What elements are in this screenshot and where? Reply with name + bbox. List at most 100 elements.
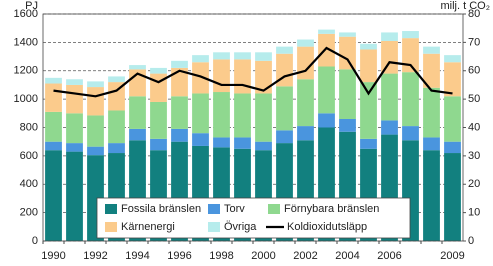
bar-segment [171,128,188,142]
x-tick-label: 1998 [209,250,233,262]
legend-swatch [268,204,280,214]
bar-segment [213,59,230,93]
legend-box [96,197,411,239]
bar-segment [66,84,83,114]
bar-segment [150,67,167,74]
bar-segment [108,110,125,144]
bar-segment [171,96,188,129]
bar-segment [150,138,167,151]
legend-swatch [208,204,220,214]
bar-segment [297,79,314,127]
bar-segment [87,87,104,116]
bar-segment [402,126,419,141]
bar-segment [297,126,314,141]
bar-segment [129,128,146,141]
x-tick-label: 1994 [125,250,149,262]
bar-segment [108,143,125,154]
legend-label: Torv [224,203,245,215]
y-tick-label: 200 [20,207,38,219]
x-tick-label: 1996 [167,250,191,262]
x-tick-label: 2000 [251,250,275,262]
bar-segment [66,151,83,241]
line [53,46,453,98]
bar-segment [192,133,209,146]
bar-segment [339,36,356,70]
y2-tick-label: 80 [468,8,480,20]
bar-segment [339,32,356,37]
bar-segment [234,59,251,94]
bar-segment [87,115,104,147]
bar-segment [276,46,293,54]
bar-segment [297,39,314,47]
bar-segment [255,93,272,142]
bar-segment [213,92,230,138]
y2-tick-label: 30 [468,150,480,162]
bar-segment [402,72,419,127]
bar-segment [45,141,62,151]
y-tick-label: 800 [20,121,38,133]
y-tick-label: 1600 [14,8,38,20]
legend-swatch [208,222,220,232]
bar-segment [318,113,335,128]
y2-axis-label: milj. t CO₂ [441,0,491,12]
bar-segment [423,53,440,88]
bar-segment [276,130,293,144]
bar-segment [318,66,335,114]
bar-segment [45,111,62,142]
bar-segment [339,118,356,132]
legend-label: Förnybara bränslen [284,203,379,215]
bar-segment [129,65,146,70]
bar-segment [192,62,209,94]
bar-segment [234,93,251,138]
bar-segment [423,150,440,241]
bar-segment [150,101,167,139]
bar-segment [192,93,209,134]
bar-segment [87,81,104,88]
bar-segment [444,55,461,63]
bar-segment [108,82,125,111]
bar-segment [234,52,251,60]
bar-segment [66,79,83,85]
bar-segment [171,67,188,97]
bar-segment [402,31,419,39]
bar-segment [381,32,398,41]
bar-segment [360,138,377,149]
bar-segment [234,137,251,149]
bar-segment [339,69,356,119]
bar-segment [318,33,335,67]
x-tick-label: 2009 [440,250,464,262]
legend-label: Kärnenergi [121,221,175,233]
y-tick-label: 1000 [14,93,38,105]
y-axis-label: PJ [25,0,38,12]
legend-label: Koldioxidutsläpp [287,221,367,233]
bar-segment [360,43,377,50]
x-tick-label: 2002 [293,250,317,262]
y2-tick-label: 70 [468,36,480,48]
x-tick-label: 1990 [41,250,65,262]
bar-segment [45,150,62,241]
bar-segment [66,113,83,144]
y-tick-label: 600 [20,150,38,162]
bar-segment [255,52,272,61]
bar-segment [381,73,398,121]
bar-segment [276,86,293,131]
y2-tick-label: 60 [468,65,480,77]
bar-segment [444,96,461,142]
bar-segment [360,82,377,139]
bar-segment [318,29,335,34]
y2-tick-label: 10 [468,207,480,219]
bar-segment [108,76,125,83]
bar-segment [45,77,62,84]
x-tick-label: 2006 [377,250,401,262]
bar-segment [423,137,440,151]
bar-segment [444,153,461,241]
bar-segment [192,55,209,63]
bar-segment [444,62,461,97]
y-tick-label: 1400 [14,36,38,48]
bar-segment [423,87,440,138]
bar-segment [423,46,440,54]
bar-segment [129,96,146,129]
x-tick-label: 2004 [335,250,359,262]
y-tick-label: 0 [32,235,38,247]
bar-segment [45,83,62,112]
